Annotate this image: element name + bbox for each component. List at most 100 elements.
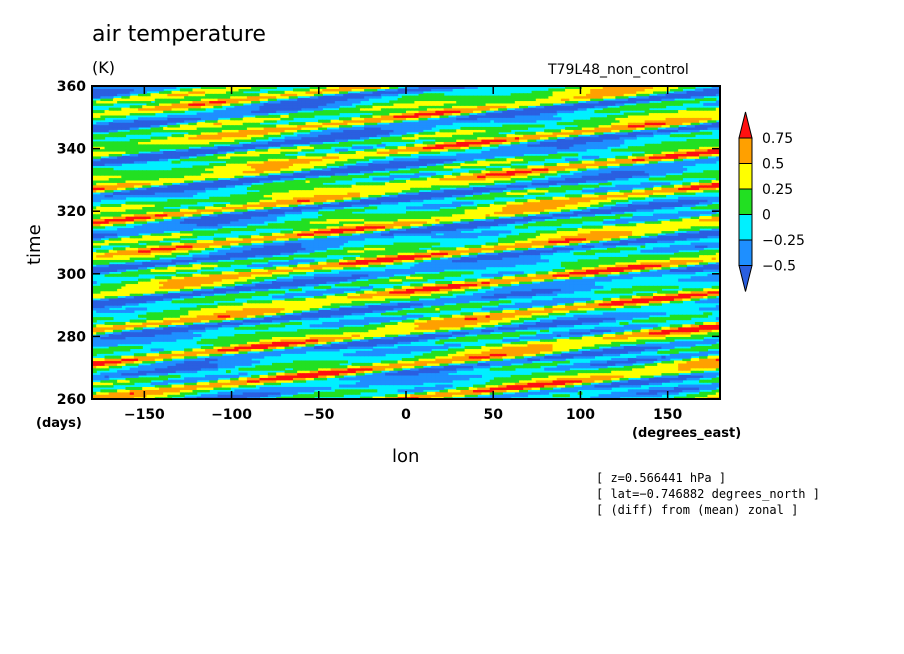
heatmap-cell	[309, 360, 315, 364]
heatmap-cell	[263, 343, 269, 347]
heatmap-cell	[422, 353, 428, 357]
heatmap-cell	[544, 326, 549, 330]
heatmap-cell	[686, 336, 692, 340]
heatmap-cell	[121, 288, 127, 292]
heatmap-cell	[322, 295, 328, 299]
heatmap-cell	[205, 314, 210, 318]
heatmap-cell	[385, 331, 390, 335]
heatmap-cell	[418, 338, 424, 342]
heatmap-cell	[435, 288, 441, 292]
heatmap-cell	[682, 343, 688, 347]
heatmap-cell	[284, 300, 290, 304]
heatmap-cell	[288, 336, 294, 340]
heatmap-cell	[510, 348, 516, 352]
heatmap-cell	[104, 396, 110, 399]
heatmap-cell	[146, 319, 152, 323]
heatmap-cell	[188, 326, 194, 330]
heatmap-cell	[138, 341, 143, 345]
heatmap-cell	[414, 386, 420, 390]
heatmap-cell	[318, 365, 323, 369]
heatmap-cell	[598, 396, 604, 399]
heatmap-cell	[410, 331, 415, 335]
heatmap-cell	[272, 362, 277, 366]
heatmap-cell	[171, 374, 177, 378]
heatmap-cell	[690, 396, 696, 399]
heatmap-cell	[209, 365, 215, 369]
heatmap-cell	[292, 305, 298, 309]
heatmap-cell	[184, 295, 189, 299]
heatmap-cell	[326, 374, 332, 378]
heatmap-cell	[121, 321, 127, 325]
heatmap-cell	[242, 355, 248, 359]
heatmap-cell	[292, 379, 298, 383]
heatmap-cell	[481, 324, 487, 328]
heatmap-cell	[627, 317, 633, 321]
heatmap-cell	[699, 386, 704, 390]
heatmap-cell	[125, 302, 131, 306]
heatmap-cell	[422, 319, 428, 323]
heatmap-cell	[209, 362, 215, 366]
heatmap-cell	[267, 377, 273, 381]
heatmap-cell	[435, 396, 441, 399]
heatmap-cell	[238, 338, 244, 342]
heatmap-cell	[640, 365, 646, 369]
heatmap-cell	[242, 293, 248, 297]
heatmap-cell	[401, 317, 407, 321]
heatmap-cell	[234, 346, 240, 350]
heatmap-cell	[267, 348, 273, 352]
heatmap-cell	[158, 384, 164, 388]
heatmap-cell	[246, 391, 252, 395]
heatmap-cell	[179, 360, 185, 364]
heatmap-cell	[125, 300, 131, 304]
heatmap-cell	[138, 319, 143, 323]
heatmap-cell	[594, 386, 600, 390]
y-axis-unit: (days)	[36, 416, 82, 431]
heatmap-cell	[347, 302, 353, 306]
heatmap-cell	[100, 379, 106, 383]
heatmap-cell	[92, 317, 97, 321]
heatmap-cell	[230, 396, 235, 399]
heatmap-cell	[552, 379, 558, 383]
heatmap-cell	[167, 391, 173, 395]
heatmap-cell	[468, 391, 474, 395]
x-axis-unit: (degrees_east)	[632, 426, 742, 441]
heatmap-cell	[385, 360, 390, 364]
heatmap-cell	[502, 382, 508, 386]
heatmap-cell	[707, 338, 713, 342]
heatmap-cell	[418, 394, 424, 398]
heatmap-cell	[406, 324, 411, 328]
heatmap-cell	[184, 297, 189, 301]
heatmap-cell	[682, 370, 688, 374]
heatmap-cell	[238, 317, 244, 321]
heatmap-cell	[644, 360, 650, 364]
heatmap-cell	[368, 353, 374, 357]
heatmap-cell	[188, 317, 194, 321]
heatmap-cell	[682, 367, 688, 371]
heatmap-cell	[205, 386, 210, 390]
heatmap-cell	[255, 353, 261, 357]
heatmap-cell	[200, 348, 206, 352]
heatmap-cell	[581, 329, 587, 333]
heatmap-cell	[313, 365, 319, 369]
heatmap-cell	[196, 358, 202, 362]
heatmap-cell	[472, 386, 478, 390]
heatmap-cell	[104, 302, 110, 306]
heatmap-cell	[251, 367, 256, 371]
heatmap-cell	[560, 389, 566, 393]
heatmap-cell	[213, 348, 219, 352]
heatmap-cell	[255, 338, 261, 342]
heatmap-cell	[339, 331, 344, 335]
heatmap-cell	[590, 314, 595, 318]
heatmap-cell	[410, 348, 415, 352]
heatmap-cell	[343, 338, 348, 342]
heatmap-cell	[673, 391, 679, 395]
heatmap-cell	[334, 290, 340, 294]
heatmap-cell	[389, 293, 395, 297]
heatmap-cell	[707, 312, 713, 316]
heatmap-cell	[330, 302, 336, 306]
heatmap-cell	[184, 389, 189, 393]
heatmap-cell	[565, 338, 570, 342]
heatmap-cell	[163, 362, 168, 366]
heatmap-cell	[334, 333, 340, 337]
heatmap-cell	[514, 338, 520, 342]
